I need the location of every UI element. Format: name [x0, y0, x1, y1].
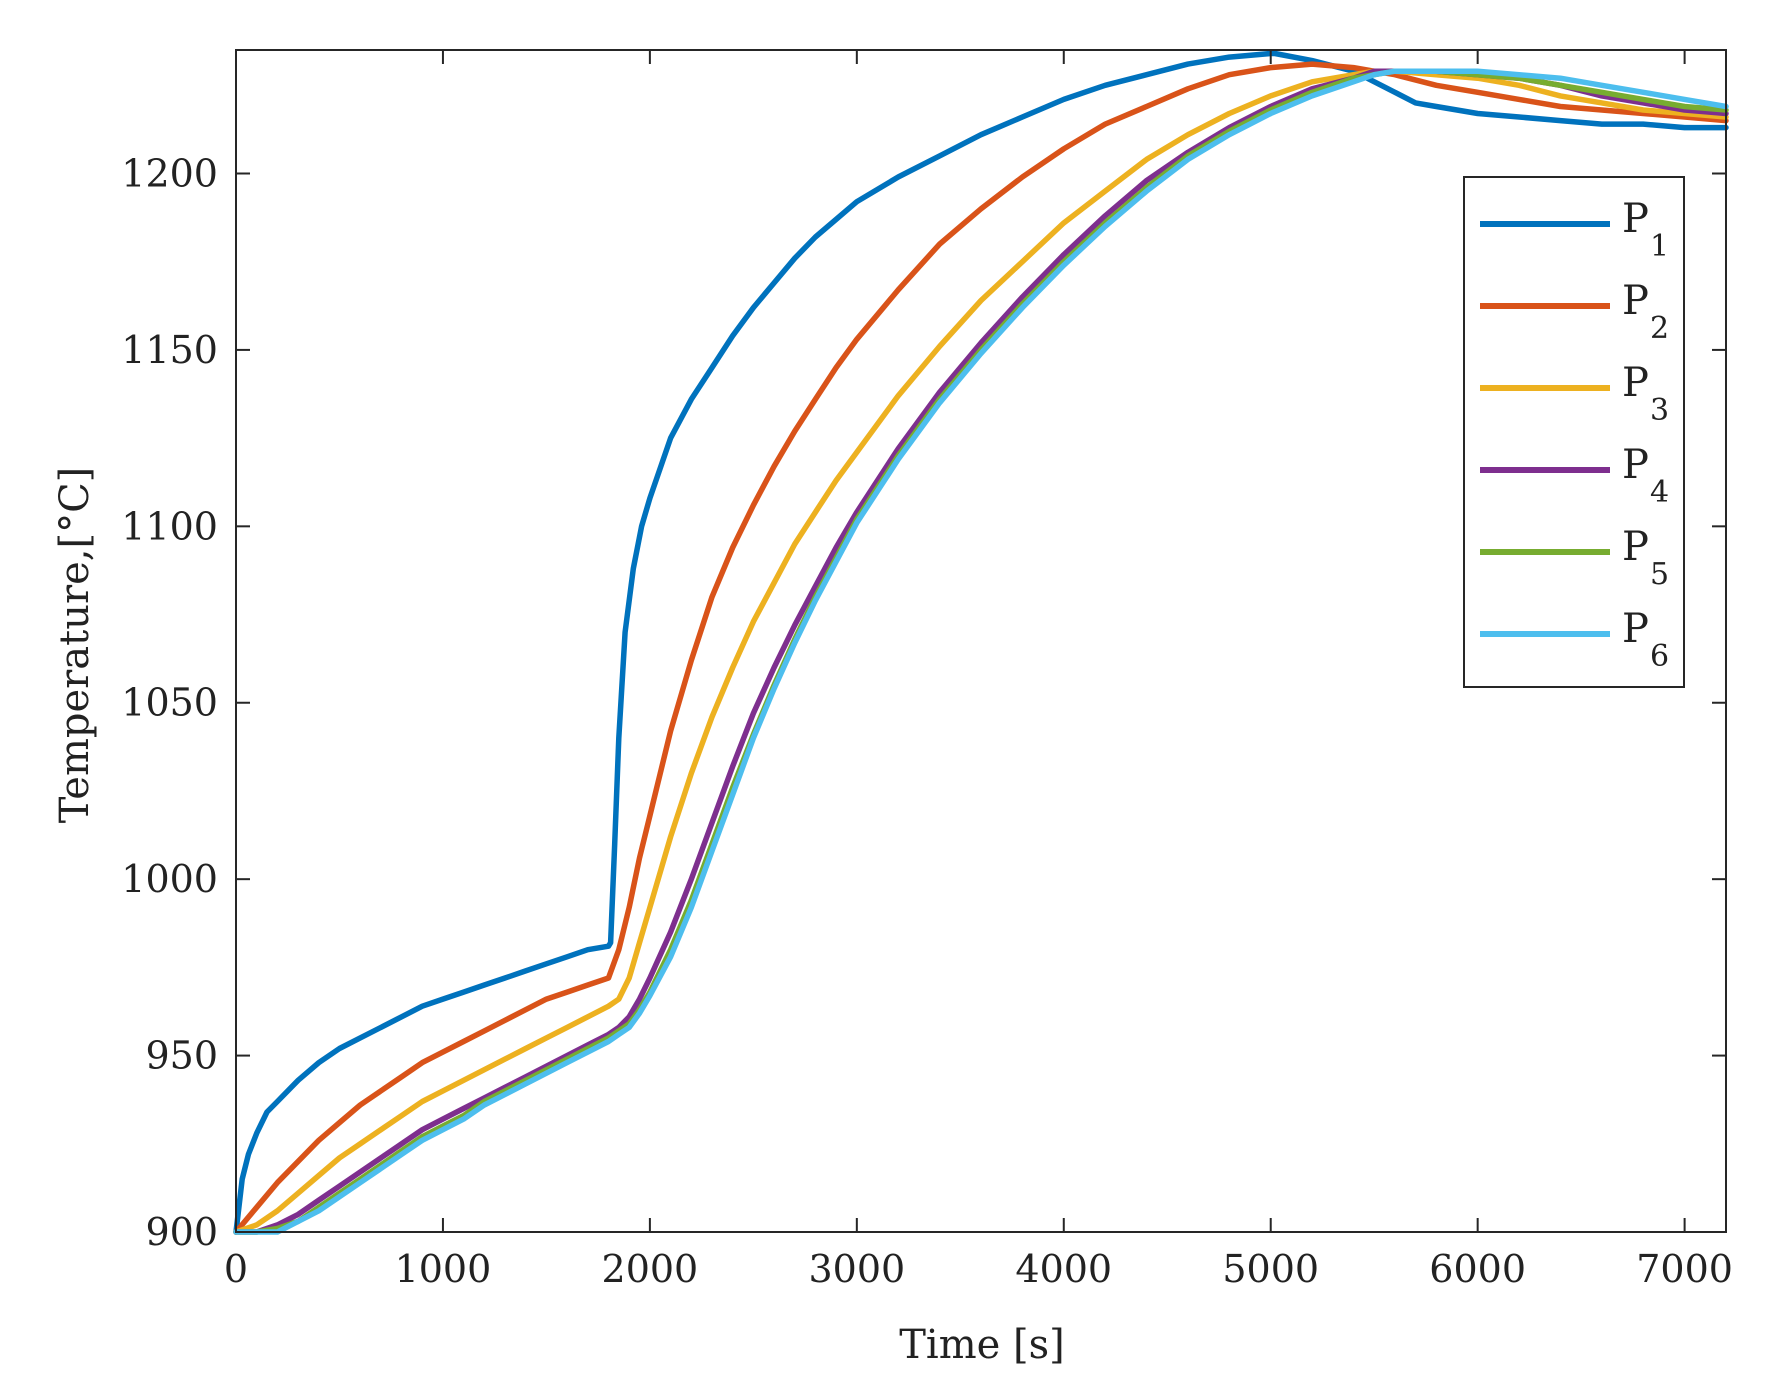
legend-subscript-6: 6 [1650, 639, 1669, 674]
x-tick-label: 0 [224, 1247, 248, 1291]
legend-box [1463, 176, 1685, 688]
legend-entry-p1: P [1622, 196, 1649, 242]
x-tick-label: 5000 [1222, 1247, 1319, 1291]
x-tick-label: 6000 [1429, 1247, 1526, 1291]
legend-entry-p4: P [1622, 442, 1649, 488]
y-tick-label: 950 [145, 1034, 218, 1078]
x-axis-label: Time [s] [899, 1322, 1065, 1368]
y-axis-label: Temperature,[°C] [52, 467, 98, 824]
legend-subscript-1: 1 [1650, 229, 1669, 264]
x-tick-label: 3000 [808, 1247, 905, 1291]
axes-frame [235, 49, 1727, 1233]
legend-entry-p2: P [1622, 278, 1649, 324]
legend-entry-p6: P [1622, 606, 1649, 652]
x-tick-label: 1000 [395, 1247, 492, 1291]
x-tick-label: 4000 [1015, 1247, 1112, 1291]
legend-entry-p5: P [1622, 524, 1649, 570]
legend-entry-p3: P [1622, 360, 1649, 406]
y-tick-label: 1200 [121, 151, 218, 195]
legend-subscript-5: 5 [1650, 557, 1669, 592]
x-tick-label: 7000 [1636, 1247, 1733, 1291]
y-tick-label: 1150 [121, 328, 218, 372]
legend-subscript-2: 2 [1650, 311, 1669, 346]
y-tick-label: 1100 [121, 504, 218, 548]
legend-subscript-3: 3 [1650, 393, 1669, 428]
series-line-p4 [233, 68, 1729, 1235]
y-tick-label: 900 [145, 1210, 218, 1254]
axes-group: 0 1000 2000 3000 4000 5000 6000 7000 900 950 1000 1… [121, 49, 1733, 1291]
y-tick-label: 1050 [121, 681, 218, 725]
y-tick-label: 1000 [121, 857, 218, 901]
series-group [233, 50, 1729, 1235]
x-tick-label: 2000 [602, 1247, 699, 1291]
legend-subscript-4: 4 [1650, 475, 1669, 510]
series-line-p6 [233, 68, 1729, 1235]
